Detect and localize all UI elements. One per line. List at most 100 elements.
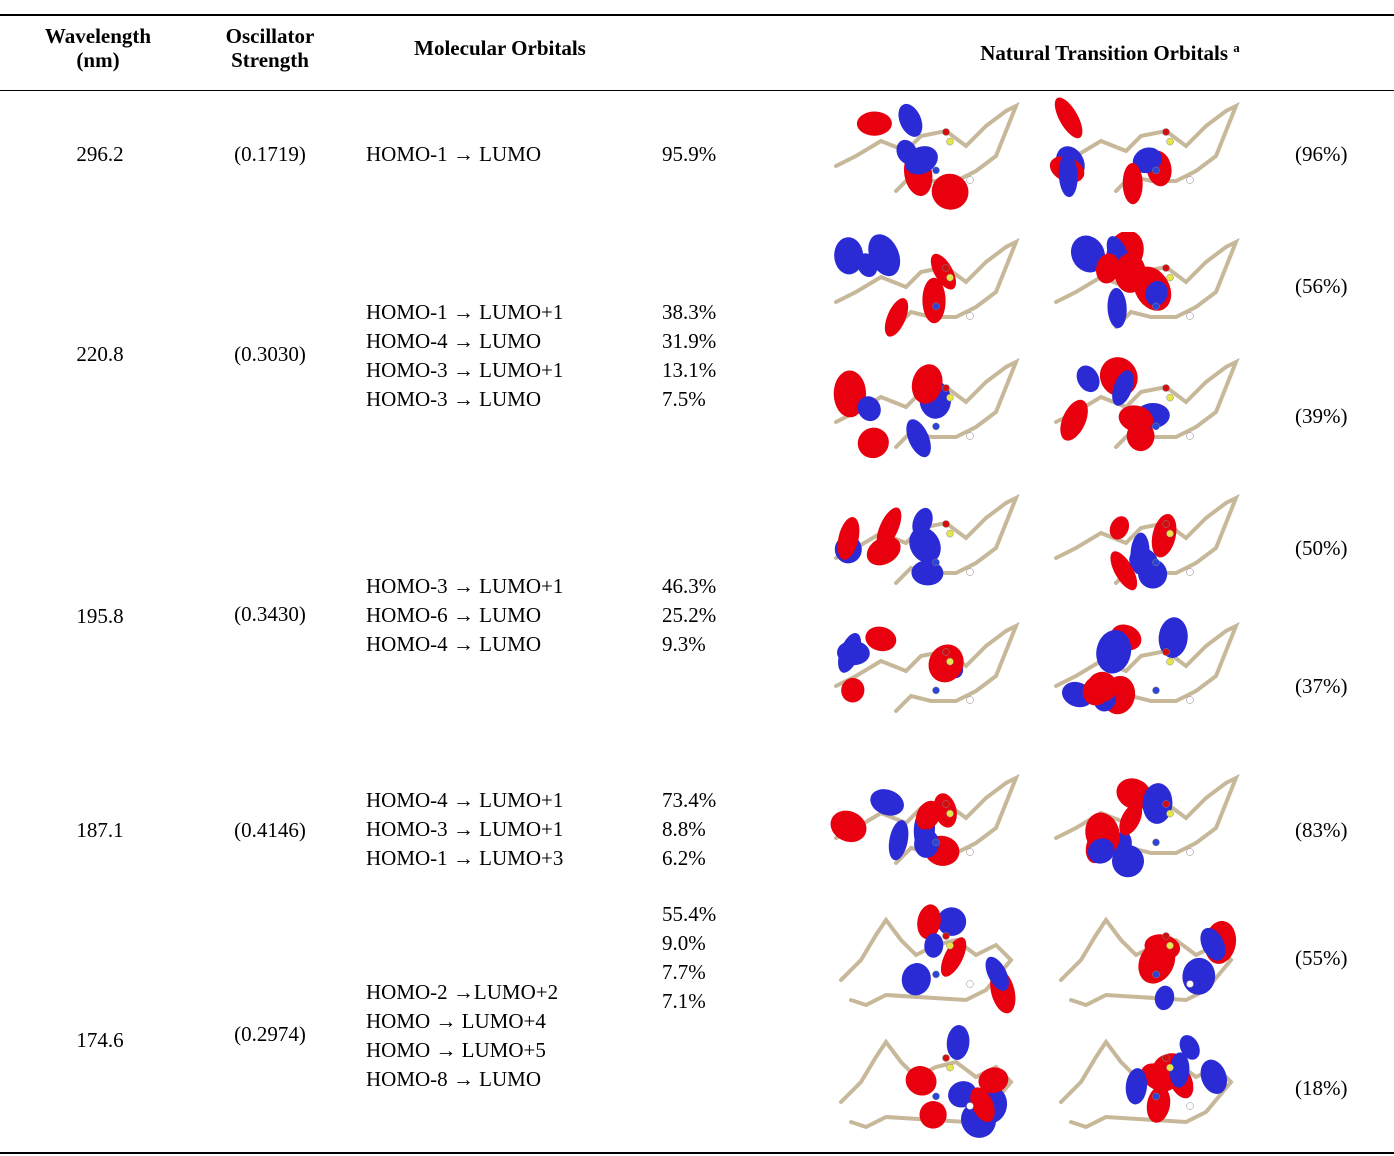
orbital-lobe: [1060, 399, 1088, 441]
nto-orbital-image: [1046, 768, 1246, 888]
orbital-lobe: [868, 234, 901, 277]
atom: [932, 302, 940, 311]
atom: [1162, 932, 1170, 940]
bond-skeleton: [834, 237, 1020, 329]
row5-weights: 55.4% 9.0% 7.7% 7.1%: [662, 900, 716, 1016]
row5-transitions: HOMO-2 →LUMO+2 HOMO → LUMO+4 HOMO → LUMO…: [366, 978, 558, 1094]
orbital-lobe: [948, 1081, 977, 1108]
orbital-lobe: [985, 956, 1009, 991]
orbital-lobe: [1200, 1059, 1228, 1094]
orbital-lobe: [922, 277, 946, 324]
orbital-lobe: [837, 640, 870, 666]
weight: 38.3%: [662, 300, 717, 324]
weight: 9.3%: [662, 632, 706, 656]
row2-wavelength: 220.8: [76, 342, 124, 366]
orbital-lobe: [919, 1101, 947, 1129]
header-wavelength: Wavelength (nm): [28, 24, 168, 72]
weight: 7.7%: [662, 960, 706, 984]
atom: [942, 800, 950, 808]
atom: [1186, 848, 1194, 856]
orbital-lobe: [866, 536, 901, 566]
atom: [942, 520, 950, 528]
atom: [1166, 393, 1174, 402]
atom: [966, 1102, 974, 1110]
orbital-lobe: [841, 677, 865, 703]
atom: [966, 848, 974, 856]
atom: [1186, 980, 1194, 988]
orbital-lobe: [1112, 370, 1134, 406]
atom: [946, 137, 954, 146]
atom: [1162, 800, 1170, 808]
row3-wavelength: 195.8: [76, 604, 124, 628]
orbital-lobe: [1070, 235, 1106, 273]
nto-orbital-image: [826, 900, 1026, 1020]
bond-skeleton: [1054, 773, 1240, 865]
header-osc-line1: Oscillator: [225, 24, 315, 48]
atom: [1166, 273, 1174, 282]
orbital-lobe: [1144, 934, 1181, 960]
atom: [1152, 970, 1160, 979]
atom: [1162, 384, 1170, 392]
orbital-lobe: [834, 237, 864, 275]
orbital-lobe: [917, 904, 941, 940]
orbital-lobe: [1179, 1035, 1200, 1060]
atom: [942, 648, 950, 656]
orbital-lobe: [924, 933, 944, 958]
nto-orbital-image: [1046, 488, 1246, 608]
transition: HOMO → LUMO+5: [366, 1038, 546, 1062]
orbital-lobe: [865, 626, 897, 652]
orbital-lobe: [1125, 1068, 1148, 1105]
transition: HOMO-8 → LUMO: [366, 1067, 541, 1091]
row1-weights: 95.9%: [662, 140, 716, 169]
atom: [1166, 941, 1174, 950]
orbital-lobe: [912, 507, 933, 537]
orbital-lobe: [1111, 844, 1145, 878]
orbital-lobe: [1107, 287, 1127, 329]
orbital-lobe: [1118, 405, 1154, 433]
orbital-lobe: [856, 111, 892, 136]
weight: 8.8%: [662, 817, 706, 841]
atom: [942, 932, 950, 940]
orbital-lobe: [857, 427, 889, 459]
weight: 31.9%: [662, 329, 717, 353]
orbital-lobe: [830, 810, 867, 843]
header-nto-footnote: a: [1233, 40, 1240, 55]
header-mo-text: Molecular Orbitals: [414, 36, 586, 60]
atom: [1186, 568, 1194, 576]
orbital-lobe: [978, 1067, 1009, 1094]
atom: [932, 838, 940, 847]
orbital-lobe: [1109, 516, 1130, 540]
orbital-lobe: [1132, 147, 1162, 174]
orbital-lobe: [946, 1025, 970, 1060]
bond-skeleton: [834, 357, 1020, 449]
orbital-lobe: [901, 963, 931, 996]
nto-orbital-image: [826, 232, 1026, 352]
orbital-lobe: [884, 298, 909, 337]
atom: [942, 384, 950, 392]
orbital-lobe: [1110, 551, 1138, 591]
header-wavelength-line2: (nm): [76, 48, 120, 72]
atom: [966, 568, 974, 576]
weight: 6.2%: [662, 846, 706, 870]
orbital-lobe: [898, 103, 923, 137]
orbital-lobe: [1169, 1052, 1190, 1088]
atom: [942, 128, 950, 136]
orbital-lobe: [876, 507, 902, 549]
orbital-lobe: [914, 829, 940, 858]
orbital-lobe: [911, 560, 944, 586]
transition: HOMO-1 → LUMO+3: [366, 846, 564, 870]
weight: 73.4%: [662, 788, 717, 812]
orbital-lobe: [909, 527, 941, 563]
transition: HOMO-1 → LUMO+1: [366, 300, 564, 324]
transition: HOMO-1 → LUMO: [366, 142, 541, 166]
atom: [1186, 312, 1194, 320]
row3-transitions: HOMO-3 → LUMO+1 HOMO-6 → LUMO HOMO-4 → L…: [366, 572, 563, 659]
atom: [1152, 302, 1160, 311]
atom: [946, 809, 954, 818]
nto-orbital-image: [1046, 1022, 1246, 1142]
bond-skeleton: [834, 621, 1020, 713]
nto-orbital-image: [826, 1022, 1026, 1142]
row4-wavelength: 187.1: [76, 818, 124, 842]
atom: [1186, 1102, 1194, 1110]
row2-nto-weight-1: (56%): [1295, 274, 1348, 298]
